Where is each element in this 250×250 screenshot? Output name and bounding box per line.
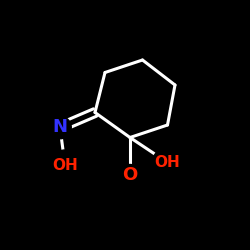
Circle shape xyxy=(152,148,182,178)
Text: O: O xyxy=(122,166,138,184)
Circle shape xyxy=(120,164,141,186)
Text: OH: OH xyxy=(52,158,78,172)
Text: N: N xyxy=(52,118,68,136)
Text: OH: OH xyxy=(154,155,180,170)
Circle shape xyxy=(49,116,71,139)
Circle shape xyxy=(50,150,80,180)
